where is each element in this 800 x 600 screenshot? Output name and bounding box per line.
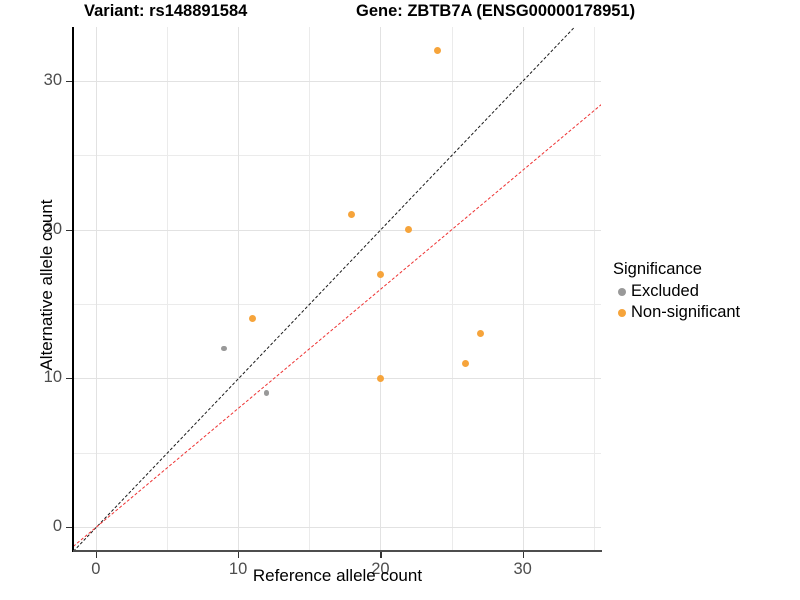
x-tick-label: 20 [371, 560, 390, 578]
legend-title: Significance [613, 260, 702, 278]
data-point [405, 226, 413, 233]
data-point [348, 211, 356, 219]
x-tick [95, 552, 97, 558]
gridline-y-major [73, 378, 601, 380]
y-tick [66, 378, 72, 380]
gridline-x-minor [309, 27, 311, 551]
gridline-y-major [73, 229, 601, 231]
gridline-y-major [73, 80, 601, 82]
legend-items: Excluded Non-significant [613, 281, 798, 323]
gridline-x-minor [593, 27, 595, 551]
legend-dot-icon [618, 308, 626, 317]
legend-dot-icon [618, 287, 626, 296]
legend-item-label: Excluded [631, 282, 699, 300]
x-tick-label: 0 [91, 560, 101, 578]
y-tick-label: 20 [43, 219, 62, 238]
x-tick-label: 10 [228, 560, 248, 578]
gridline-x-major [95, 27, 97, 551]
x-tick-label: 30 [513, 560, 532, 578]
data-point [376, 374, 384, 382]
x-axis-line [73, 550, 602, 552]
gridline-y-minor [73, 303, 601, 305]
y-tick [66, 229, 72, 231]
y-tick-label: 30 [43, 70, 62, 89]
data-point [462, 359, 470, 367]
gridline-y-minor [73, 452, 601, 454]
gridline-x-major [522, 27, 524, 551]
gene-title: Gene: ZBTB7A (ENSG00000178951) [356, 2, 636, 20]
data-point [221, 345, 227, 352]
y-tick-label: 10 [43, 368, 62, 387]
legend: Significance Excluded Non-significant [613, 260, 798, 323]
y-axis-title: Alternative allele count [37, 199, 56, 371]
gridline-y-minor [73, 155, 601, 156]
data-point [263, 390, 270, 396]
legend-key [613, 287, 631, 296]
y-tick-label: 0 [52, 517, 62, 536]
gridline-y-major [73, 527, 601, 529]
gridline-x-major [380, 27, 382, 551]
legend-item[interactable]: Excluded [613, 281, 798, 302]
legend-item-label: Non-significant [631, 303, 741, 321]
figure-title-row: Variant: rs148891584 Gene: ZBTB7A (ENSG0… [0, 2, 800, 24]
y-axis-line [72, 27, 74, 552]
data-point [248, 315, 256, 323]
gridline-x-minor [451, 27, 453, 551]
legend-item[interactable]: Non-significant [613, 302, 798, 323]
variant-title: Variant: rs148891584 [84, 2, 248, 20]
legend-key [613, 308, 631, 317]
x-tick [522, 552, 524, 558]
x-axis-title: Reference allele count [252, 566, 423, 585]
plot-panel [73, 27, 601, 551]
gridline-x-major [238, 27, 240, 551]
gridline-x-minor [166, 27, 168, 551]
y-tick [66, 80, 72, 82]
x-tick [238, 552, 240, 558]
x-tick [380, 552, 382, 558]
y-tick [66, 527, 72, 529]
data-point [433, 47, 441, 55]
data-point [376, 270, 384, 278]
data-point [476, 330, 484, 338]
